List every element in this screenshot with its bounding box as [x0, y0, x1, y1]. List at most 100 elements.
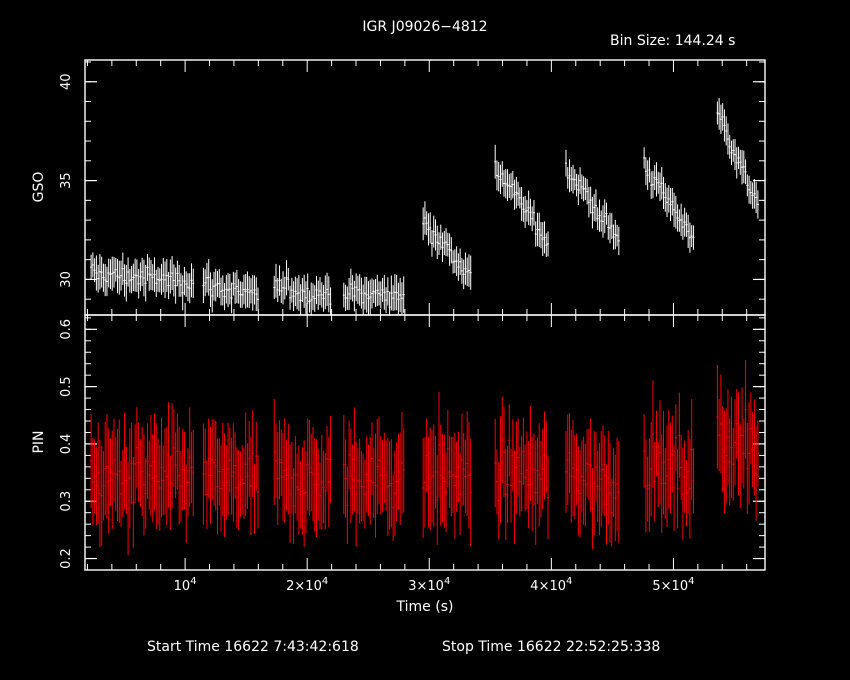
y-tick-label: 0.5 [59, 376, 74, 397]
pin-data-point [566, 414, 569, 506]
gso-data-point [644, 157, 647, 186]
pin-data-point [93, 439, 96, 514]
gso-data-point [692, 225, 695, 250]
gso-data-point [575, 173, 578, 197]
gso-data-point [517, 181, 520, 206]
gso-data-point [116, 259, 119, 294]
gso-data-point [386, 277, 389, 306]
gso-data-point [395, 274, 398, 311]
pin-data-point [580, 440, 583, 513]
pin-data-point [499, 416, 502, 524]
gso-data-point [756, 190, 759, 219]
pin-frame [84, 314, 766, 571]
pin-data-point [134, 424, 137, 504]
pin-data-point [98, 440, 101, 548]
gso-data-point [725, 116, 728, 146]
gso-data-point [566, 167, 569, 189]
pin-data-point [605, 464, 608, 545]
pin-data-point [155, 423, 158, 530]
gso-data-point [148, 257, 151, 291]
gso-frame [84, 59, 766, 316]
pin-data-point [111, 430, 114, 530]
pin-data-point [603, 435, 606, 517]
pin-data-point [232, 423, 235, 522]
gso-data-point [186, 273, 189, 302]
gso-data-point [518, 187, 521, 209]
pin-data-point [432, 424, 435, 528]
gso-data-point [255, 277, 258, 312]
gso-data-point [674, 195, 677, 229]
gso-data-point [688, 222, 691, 253]
gso-data-point [511, 170, 514, 199]
pin-data-point [135, 407, 138, 488]
pin-data-point [214, 421, 217, 511]
gso-data-point [216, 270, 219, 297]
pin-data-point [467, 422, 470, 529]
pin-data-point [538, 423, 541, 527]
pin-data-point [183, 431, 186, 510]
gso-data-point [327, 276, 330, 313]
gso-data-point [220, 277, 223, 306]
pin-data-point [292, 467, 295, 545]
pin-data-point [735, 388, 738, 459]
gso-data-point [586, 178, 589, 205]
gso-data-point [125, 264, 128, 302]
gso-data-point [374, 279, 377, 307]
pin-data-point [527, 441, 530, 529]
pin-data-point [667, 410, 670, 509]
gso-data-point [276, 278, 279, 303]
gso-data-point [434, 219, 437, 251]
gso-data-point [457, 253, 460, 281]
pin-data-point [311, 427, 314, 522]
gso-data-point [669, 187, 672, 221]
pin-data-point [676, 449, 679, 529]
gso-data-point [719, 104, 722, 134]
pin-data-point [123, 412, 126, 510]
gso-data-point [127, 257, 130, 287]
pin-data-point [374, 433, 377, 538]
gso-data-point [728, 134, 731, 159]
pin-data-point [541, 428, 544, 510]
gso-data-point [612, 224, 615, 250]
pin-data-point [616, 437, 619, 531]
pin-data-point [524, 444, 527, 512]
gso-data-point [494, 144, 497, 179]
gso-data-point [390, 275, 393, 311]
pin-data-point [253, 464, 256, 534]
pin-data-point [249, 437, 252, 535]
pin-data-point [565, 430, 568, 513]
gso-data-point [657, 171, 660, 194]
gso-data-point [212, 271, 215, 301]
gso-data-point [313, 285, 316, 312]
gso-data-point [653, 165, 656, 191]
gso-data-point [617, 226, 620, 256]
pin-data-point [139, 439, 142, 508]
gso-data-point [351, 275, 354, 302]
gso-data-point [257, 287, 260, 312]
gso-data-point [532, 199, 535, 226]
stop-time-label: Stop Time 16622 22:52:25:338 [442, 639, 660, 655]
pin-data-point [455, 441, 458, 512]
gso-panel: GSO 30 35 40 [31, 59, 766, 316]
gso-data-point [157, 266, 160, 292]
pin-data-point [353, 407, 356, 512]
pin-data-point [301, 447, 304, 535]
gso-data-point [223, 282, 226, 311]
pin-data-point [536, 437, 539, 505]
gso-data-point [721, 103, 724, 131]
gso-data-point [534, 221, 537, 247]
gso-data-point [158, 268, 161, 293]
pin-data-point [376, 418, 379, 515]
gso-data-point [237, 279, 240, 304]
pin-data-point [276, 432, 279, 525]
pin-data-point [445, 452, 448, 533]
gso-data-point [748, 175, 751, 204]
gso-data-point [311, 283, 314, 311]
pin-data-point [385, 440, 388, 512]
pin-data-point [174, 432, 177, 498]
pin-data-point [591, 467, 594, 549]
gso-data-point [503, 170, 506, 197]
pin-data-point [342, 415, 345, 515]
gso-data-point [348, 278, 351, 310]
gso-data-point [497, 161, 500, 192]
